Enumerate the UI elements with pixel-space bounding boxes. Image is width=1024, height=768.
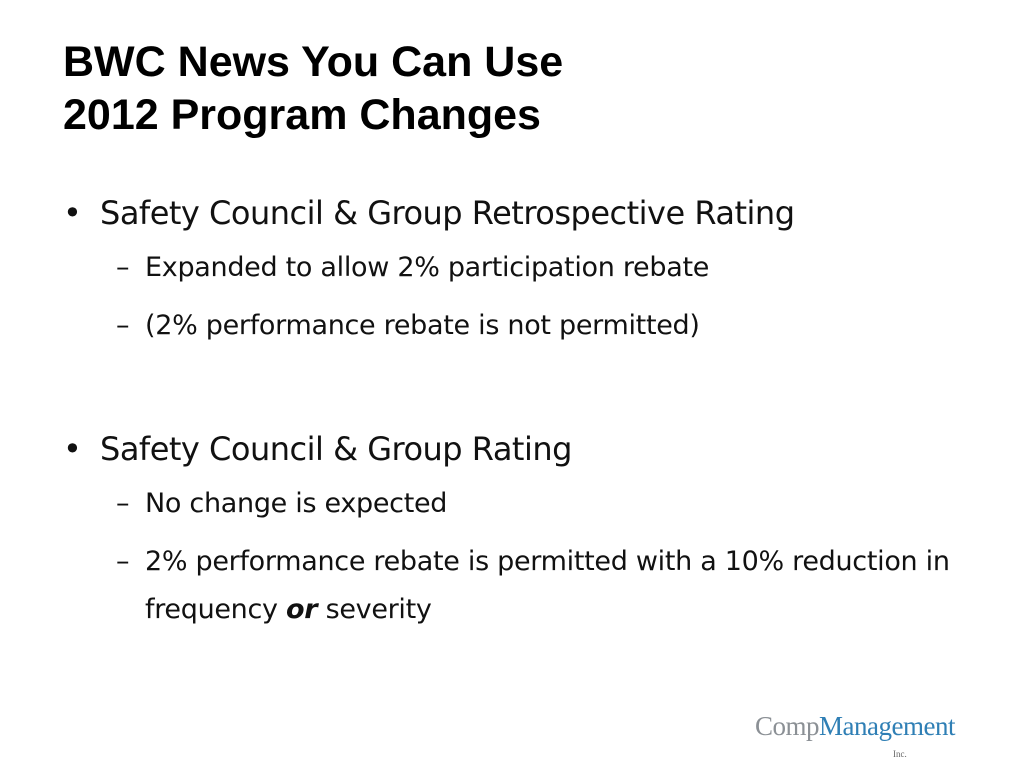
dash-icon: –	[116, 488, 130, 519]
bullet-group-rating: • Safety Council & Group Rating	[60, 426, 960, 472]
spacer	[60, 360, 960, 426]
logo-management: Management	[819, 711, 955, 741]
slide-content: • Safety Council & Group Retrospective R…	[60, 190, 960, 644]
bullet-retrospective-rating: • Safety Council & Group Retrospective R…	[60, 190, 960, 236]
sub-item: – Expanded to allow 2% participation reb…	[60, 244, 960, 292]
compmanagement-logo: CompManagement Inc.	[755, 711, 955, 759]
sub-item-text: Expanded to allow 2% participation rebat…	[145, 252, 710, 283]
dash-icon: –	[116, 252, 130, 283]
sub-item-text: No change is expected	[145, 488, 448, 519]
emphasis-or: or	[286, 594, 318, 625]
bullet-icon: •	[63, 194, 82, 232]
bullet-icon: •	[63, 430, 82, 468]
logo-inc: Inc.	[893, 749, 907, 759]
logo-comp: Comp	[755, 711, 820, 741]
bullet-text: Safety Council & Group Rating	[100, 430, 572, 468]
bullet-text: Safety Council & Group Retrospective Rat…	[100, 194, 795, 232]
sub-item-text-after: severity	[317, 594, 432, 625]
slide-title: BWC News You Can Use 2012 Program Change…	[63, 36, 563, 142]
sub-list-retrospective: – Expanded to allow 2% participation reb…	[60, 244, 960, 350]
sub-item: – 2% performance rebate is permitted wit…	[60, 538, 960, 634]
sub-item-text-before: 2% performance rebate is permitted with …	[145, 546, 950, 625]
sub-item-text: 2% performance rebate is permitted with …	[145, 546, 950, 625]
dash-icon: –	[116, 310, 130, 341]
slide-title-line-1: BWC News You Can Use	[63, 38, 564, 86]
sub-item-text: (2% performance rebate is not permitted)	[145, 310, 700, 341]
sub-item: – No change is expected	[60, 480, 960, 528]
sub-item: – (2% performance rebate is not permitte…	[60, 302, 960, 350]
slide-title-line-2: 2012 Program Changes	[63, 91, 541, 139]
dash-icon: –	[116, 546, 130, 577]
sub-list-group-rating: – No change is expected – 2% performance…	[60, 480, 960, 634]
